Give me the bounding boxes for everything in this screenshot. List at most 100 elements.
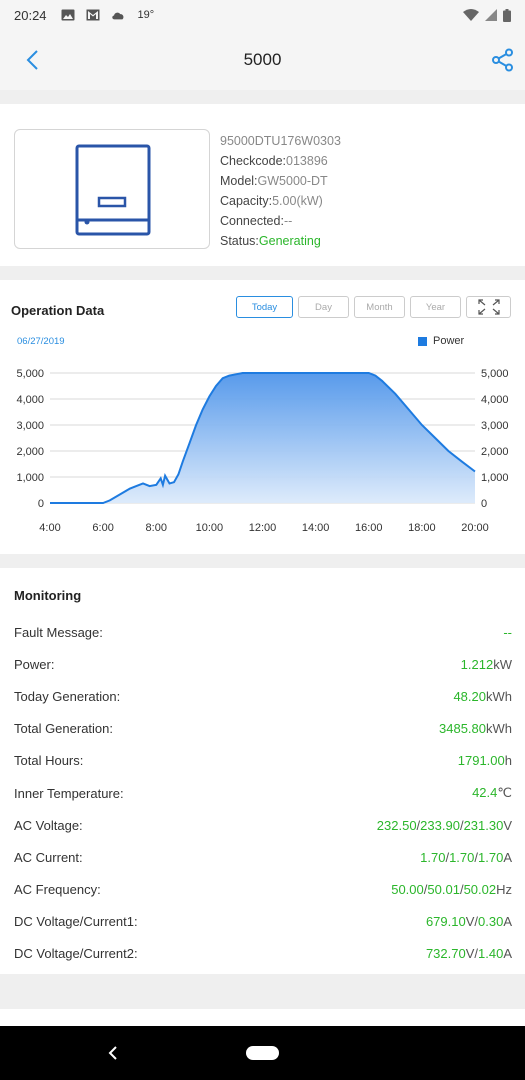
x-tick-label: 8:00 (146, 522, 167, 534)
signal-icon (485, 9, 497, 21)
monitoring-card: Monitoring Fault Message: -- Power: 1.212kW… (0, 568, 525, 974)
y-tick-label-right: 2,000 (481, 446, 509, 458)
monitoring-number: 232.50 (376, 817, 417, 833)
monitoring-number: 42.4 (472, 785, 498, 801)
status-label: Status: (220, 234, 259, 248)
monitoring-label: AC Current: (14, 849, 83, 865)
monitoring-number: -- (503, 624, 512, 640)
y-tick-label-left: 5,000 (16, 368, 44, 380)
monitoring-unit: / (445, 849, 450, 865)
clock: 20:24 (14, 7, 47, 23)
monitoring-row: DC Voltage/Current1: 679.10V/0.30A (0, 906, 525, 938)
fullscreen-button[interactable] (466, 296, 511, 318)
monitoring-unit: / (459, 882, 464, 898)
monitoring-value: 1791.00h (458, 753, 512, 768)
tab-year[interactable]: Year (410, 296, 461, 318)
navigation-bar (0, 1026, 525, 1080)
capacity-row: Capacity:5.00(kW) (220, 191, 341, 211)
x-tick-label: 12:00 (249, 522, 277, 534)
expand-icon (477, 299, 500, 315)
connected-value: -- (283, 214, 293, 228)
y-tick-label-right: 5,000 (481, 368, 509, 380)
x-tick-label: 6:00 (92, 522, 113, 534)
monitoring-number: 732.70 (425, 946, 466, 962)
cloud-icon (111, 12, 124, 20)
monitoring-number: 233.90 (420, 817, 460, 833)
monitoring-label: Inner Temperature: (14, 785, 124, 801)
monitoring-number: 0.30 (478, 914, 504, 930)
tab-today[interactable]: Today (236, 296, 293, 318)
y-tick-label-right: 3,000 (481, 420, 509, 432)
monitoring-value: 48.20kWh (453, 689, 512, 704)
nav-home-pill[interactable] (246, 1046, 279, 1060)
checkcode-value: 013896 (286, 154, 328, 168)
monitoring-unit: V (503, 817, 512, 833)
tab-day[interactable]: Day (298, 296, 349, 318)
monitoring-value: 3485.80kWh (439, 721, 512, 736)
tab-month[interactable]: Month (354, 296, 405, 318)
monitoring-row: Today Generation: 48.20kWh (0, 680, 525, 712)
checkcode-row: Checkcode:013896 (220, 151, 341, 171)
monitoring-label: Total Hours: (14, 753, 84, 769)
nav-back-icon[interactable] (106, 1044, 120, 1062)
device-details: 95000DTU176W0303 Checkcode:013896 Model:… (220, 131, 341, 251)
monitoring-number: 1791.00 (457, 753, 505, 769)
monitoring-unit: / (474, 849, 479, 865)
monitoring-row: AC Voltage: 232.50/233.90/231.30V (0, 809, 525, 841)
period-tabs: Today Day Month Year (236, 296, 461, 318)
temperature: 19° (137, 9, 155, 21)
monitoring-unit: A (503, 849, 512, 865)
monitoring-row: Fault Message: -- (0, 616, 525, 648)
bottom-card (0, 1009, 525, 1029)
share-icon[interactable] (491, 48, 515, 72)
chart-date: 06/27/2019 (17, 336, 65, 347)
legend-swatch (418, 336, 427, 346)
y-tick-label-right: 4,000 (481, 394, 509, 406)
app-bar: 5000 (0, 30, 525, 90)
monitoring-row: DC Voltage/Current2: 732.70V/1.40A (0, 938, 525, 970)
inverter-icon (75, 144, 151, 236)
legend-label: Power (433, 335, 465, 347)
monitoring-unit: / (416, 817, 421, 833)
back-arrow-icon[interactable] (22, 48, 46, 72)
monitoring-number: 1.212 (460, 656, 494, 672)
monitoring-number: 1.70 (478, 849, 504, 865)
monitoring-number: 679.10 (425, 914, 466, 930)
monitoring-label: Today Generation: (14, 688, 121, 704)
power-line (50, 372, 476, 504)
monitoring-unit: / (459, 817, 464, 833)
y-tick-label-left: 4,000 (16, 394, 44, 406)
monitoring-row: AC Current: 1.70/1.70/1.70A (0, 841, 525, 873)
monitoring-value: 732.70V/1.40A (426, 946, 512, 961)
wifi-icon (463, 9, 479, 21)
operation-data-title: Operation Data (11, 303, 105, 318)
monitoring-number: 50.00 (391, 882, 424, 898)
monitoring-number: 1.70 (449, 849, 475, 865)
x-tick-label: 18:00 (408, 522, 436, 534)
power-chart: 0 0 1,000 1,000 2,000 2,000 3,000 3,000 4,000 4,0… (16, 368, 509, 534)
capacity-value: 5.00(kW) (272, 194, 323, 208)
page-title: 5000 (243, 50, 282, 69)
monitoring-row: AC Frequency: 50.00/50.01/50.02Hz (0, 874, 525, 906)
monitoring-value: 1.212kW (461, 657, 512, 672)
status-bar: 20:24 19° (0, 0, 525, 30)
monitoring-label: Power: (14, 656, 55, 672)
monitoring-number: 50.02 (463, 882, 497, 898)
y-tick-label-left: 2,000 (16, 446, 44, 458)
monitoring-row: Power: 1.212kW (0, 648, 525, 680)
connected-row: Connected:-- (220, 211, 341, 231)
monitoring-unit: A (503, 914, 512, 930)
monitoring-label: Fault Message: (14, 624, 103, 640)
y-tick-label-left: 3,000 (16, 420, 44, 432)
monitoring-unit: / (423, 882, 428, 898)
battery-icon (503, 8, 511, 22)
monitoring-label: Total Generation: (14, 721, 114, 737)
model-value: GW5000-DT (257, 174, 328, 188)
y-tick-label-left: 1,000 (16, 472, 44, 484)
monitoring-value: 679.10V/0.30A (426, 914, 512, 929)
monitoring-label: DC Voltage/Current2: (14, 946, 138, 962)
monitoring-value: 232.50/233.90/231.30V (377, 818, 512, 833)
monitoring-unit: ℃ (497, 785, 512, 801)
x-tick-label: 16:00 (355, 522, 383, 534)
device-info-card: 95000DTU176W0303 Checkcode:013896 Model:… (0, 104, 525, 266)
